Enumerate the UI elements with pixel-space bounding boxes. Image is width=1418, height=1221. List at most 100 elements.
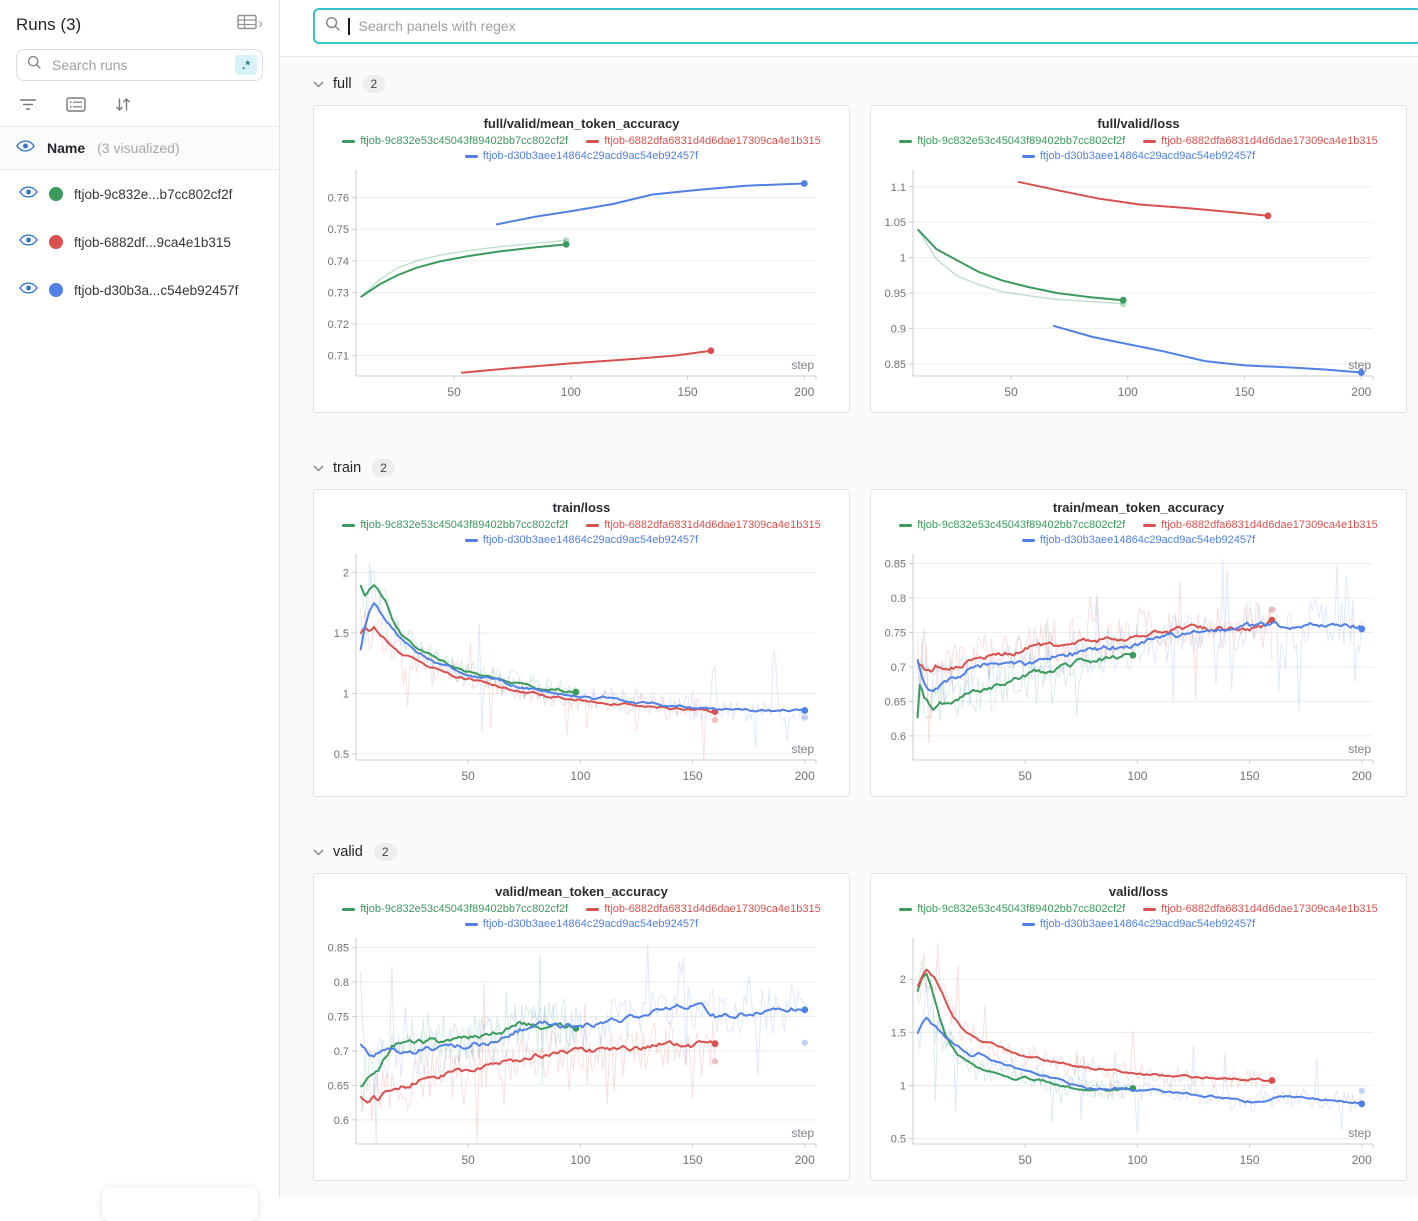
chart-plot[interactable]: 0.5 1 1.5 2 50 100 150 200 step	[879, 934, 1400, 1180]
chart-panel-full-valid-loss[interactable]: full/valid/loss ftjob-9c832e53c45043f8940…	[870, 105, 1407, 413]
legend-item: ftjob-9c832e53c45043f89402bb7cc802cf2f	[899, 518, 1125, 533]
eye-icon[interactable]	[19, 233, 38, 251]
eye-icon[interactable]	[16, 139, 35, 157]
panel-grid: train/loss ftjob-9c832e53c45043f89402bb7c…	[313, 489, 1410, 797]
legend-run-name: ftjob-d30b3aee14864c29acd9ac54eb92457f	[1039, 150, 1256, 162]
section-count-badge: 2	[362, 75, 386, 93]
chart-legend: ftjob-9c832e53c45043f89402bb7cc802cf2f ft…	[322, 518, 841, 548]
svg-text:1: 1	[900, 253, 906, 265]
chart-plot[interactable]: 0.85 0.9 0.95 1 1.05 1.1 50 100 150 200 step	[879, 166, 1400, 412]
legend-line-swatch	[586, 524, 600, 527]
svg-text:50: 50	[462, 1153, 476, 1167]
section-name: valid	[333, 844, 363, 860]
svg-text:150: 150	[678, 385, 698, 399]
legend-item: ftjob-9c832e53c45043f89402bb7cc802cf2f	[342, 134, 568, 149]
legend-run-name: ftjob-9c832e53c45043f89402bb7cc802cf2f	[360, 903, 569, 915]
svg-text:1.5: 1.5	[891, 1027, 906, 1039]
svg-text:1.05: 1.05	[885, 217, 906, 229]
svg-text:50: 50	[1004, 385, 1018, 399]
panel-grid: full/valid/mean_token_accuracy ftjob-9c83…	[313, 105, 1410, 413]
chart-panel-full-valid-mean-token-accuracy[interactable]: full/valid/mean_token_accuracy ftjob-9c83…	[313, 105, 850, 413]
legend-item: ftjob-6882dfa6831d4d6dae17309ca4e1b315	[586, 902, 821, 917]
legend-line-swatch	[1021, 923, 1035, 926]
legend-item: ftjob-d30b3aee14864c29acd9ac54eb92457f	[464, 533, 698, 548]
svg-text:1.1: 1.1	[891, 182, 906, 194]
sort-icon[interactable]	[115, 97, 131, 112]
chart-title: full/valid/mean_token_accuracy	[483, 116, 680, 131]
svg-text:0.9: 0.9	[891, 324, 906, 336]
panel-search-input[interactable]	[356, 17, 1410, 35]
run-name: ftjob-9c832e...b7cc802cf2f	[74, 186, 233, 202]
run-name: ftjob-6882df...9ca4e1b315	[74, 234, 231, 250]
svg-text:step: step	[791, 742, 814, 756]
chart-legend: ftjob-9c832e53c45043f89402bb7cc802cf2f ft…	[879, 134, 1398, 164]
section-count-badge: 2	[372, 459, 395, 477]
svg-text:0.75: 0.75	[328, 1011, 349, 1023]
legend-item: ftjob-6882dfa6831d4d6dae17309ca4e1b315	[1143, 902, 1378, 917]
chart-panel-valid-mean-token-accuracy[interactable]: valid/mean_token_accuracy ftjob-9c832e53c…	[313, 873, 850, 1181]
topbar	[280, 0, 1418, 57]
legend-item: ftjob-d30b3aee14864c29acd9ac54eb92457f	[464, 149, 699, 164]
legend-line-swatch	[1143, 524, 1157, 527]
section-header-full[interactable]: full 2	[313, 73, 1410, 95]
run-row-1[interactable]: ftjob-9c832e...b7cc802cf2f	[16, 170, 263, 218]
svg-text:150: 150	[1240, 769, 1260, 783]
chart-panel-train-loss[interactable]: train/loss ftjob-9c832e53c45043f89402bb7c…	[313, 489, 850, 797]
legend-item: ftjob-9c832e53c45043f89402bb7cc802cf2f	[342, 518, 568, 533]
legend-line-swatch	[586, 140, 600, 143]
legend-line-swatch	[1143, 908, 1157, 911]
legend-run-name: ftjob-9c832e53c45043f89402bb7cc802cf2f	[917, 519, 1126, 531]
legend-run-name: ftjob-d30b3aee14864c29acd9ac54eb92457f	[482, 918, 699, 930]
legend-line-swatch	[342, 140, 356, 143]
svg-text:0.95: 0.95	[885, 288, 906, 300]
runs-search-input[interactable]	[50, 56, 227, 74]
runs-title: Runs (3)	[16, 14, 82, 34]
svg-text:0.5: 0.5	[891, 1134, 906, 1146]
legend-item: ftjob-6882dfa6831d4d6dae17309ca4e1b315	[1143, 134, 1378, 149]
svg-text:0.85: 0.85	[885, 559, 906, 571]
svg-text:0.8: 0.8	[891, 593, 906, 605]
chevron-down-icon	[313, 848, 324, 856]
run-row-2[interactable]: ftjob-6882df...9ca4e1b315	[16, 218, 263, 266]
run-row-3[interactable]: ftjob-d30b3a...c54eb92457f	[16, 266, 263, 314]
run-color-dot	[49, 235, 63, 249]
svg-text:50: 50	[462, 769, 476, 783]
svg-text:50: 50	[1019, 769, 1033, 783]
chart-panel-valid-loss[interactable]: valid/loss ftjob-9c832e53c45043f89402bb7c…	[870, 873, 1407, 1181]
chart-title: valid/loss	[1108, 884, 1169, 899]
chart-plot[interactable]: 0.6 0.65 0.7 0.75 0.8 0.85 50 100 150 200 step	[322, 934, 843, 1180]
section-header-train[interactable]: train 2	[313, 457, 1410, 479]
svg-text:step: step	[1348, 742, 1371, 756]
svg-text:step: step	[791, 1126, 814, 1140]
chart-plot[interactable]: 0.5 1 1.5 2 50 100 150 200 step	[322, 550, 843, 796]
eye-icon[interactable]	[19, 185, 38, 203]
svg-text:200: 200	[795, 1153, 815, 1167]
regex-toggle-button[interactable]: .*	[234, 55, 257, 75]
filter-icon[interactable]	[19, 98, 37, 112]
section-count-badge: 2	[373, 843, 397, 861]
svg-text:0.6: 0.6	[891, 731, 906, 743]
legend-item: ftjob-6882dfa6831d4d6dae17309ca4e1b315	[586, 518, 821, 533]
svg-text:150: 150	[683, 1153, 703, 1167]
eye-icon[interactable]	[19, 281, 38, 299]
svg-text:100: 100	[1127, 769, 1147, 783]
chart-plot[interactable]: 0.71 0.72 0.73 0.74 0.75 0.76 50 100 150 200 step	[322, 166, 843, 412]
svg-text:50: 50	[1019, 1153, 1033, 1167]
chart-plot[interactable]: 0.6 0.65 0.7 0.75 0.8 0.85 50 100 150 200 step	[879, 550, 1400, 796]
list-settings-icon[interactable]	[66, 97, 86, 112]
floating-tooltip-box	[102, 1187, 258, 1221]
svg-text:step: step	[791, 358, 814, 372]
runs-table-toggle[interactable]: ›	[237, 14, 263, 35]
legend-run-name: ftjob-d30b3aee14864c29acd9ac54eb92457f	[482, 150, 699, 162]
chart-panel-train-mean-token-accuracy[interactable]: train/mean_token_accuracy ftjob-9c832e53c…	[870, 489, 1407, 797]
section-header-valid[interactable]: valid 2	[313, 841, 1410, 863]
search-icon	[325, 16, 341, 37]
legend-run-name: ftjob-6882dfa6831d4d6dae17309ca4e1b315	[604, 519, 821, 531]
legend-line-swatch	[899, 524, 913, 527]
legend-item: ftjob-d30b3aee14864c29acd9ac54eb92457f	[1021, 149, 1256, 164]
name-column-label: Name	[47, 140, 86, 156]
text-caret	[348, 17, 350, 35]
runs-toolbar	[16, 97, 263, 112]
